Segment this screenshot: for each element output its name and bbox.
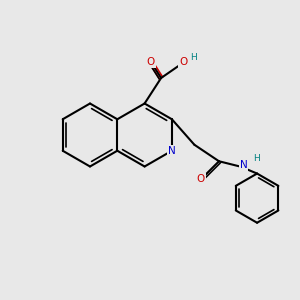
Text: O: O <box>197 174 205 184</box>
Text: N: N <box>168 146 176 156</box>
Text: O: O <box>179 56 188 67</box>
Text: H: H <box>253 154 260 163</box>
Text: H: H <box>190 53 196 62</box>
Text: N: N <box>240 160 248 170</box>
Text: O: O <box>146 56 155 67</box>
